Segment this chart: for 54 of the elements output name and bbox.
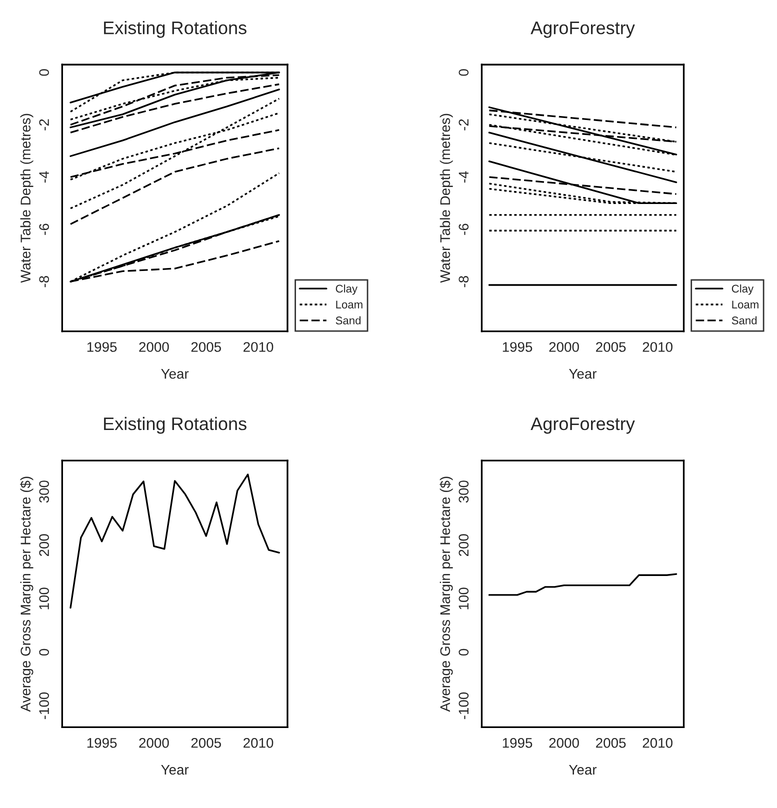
y-tick-label: 0 [458,648,469,656]
y-tick-label: 100 [39,588,49,610]
y-tick-label: 300 [458,480,469,503]
y-tick-label: 0 [39,648,49,656]
x-tick-label: 2005 [596,342,626,352]
x-tick-label: 2000 [139,342,169,352]
y-tick-label: 0 [458,69,469,76]
y-axis-title: Water Table Depth (metres) [20,114,34,283]
y-tick-label: -4 [39,171,49,183]
x-axis-title: Year [161,764,189,775]
x-tick-label: 2000 [549,738,579,748]
y-axis-title: Average Gross Margin per Hectare ($) [20,476,34,712]
chart-title: Existing Rotations [104,416,246,434]
legend-label: Loam [336,300,362,309]
x-tick-label: 2005 [596,738,626,748]
chart-title: AgroForestry [530,22,635,38]
x-tick-label: 2010 [244,738,274,748]
y-tick-label: 0 [39,69,49,76]
y-tick-label: -6 [458,224,469,235]
legend-label: Loam [732,300,758,309]
x-tick-label: 1995 [502,342,532,352]
y-tick-label: -8 [458,276,469,288]
legend-label: Clay [336,284,358,295]
y-axis-title: Average Gross Margin per Hectare ($) [440,476,453,712]
x-tick-label: 2005 [191,342,221,352]
x-tick-label: 1995 [87,738,117,748]
y-axis-title: Water Table Depth (metres) [440,114,453,283]
x-tick-label: 2000 [549,342,579,352]
y-tick-label: -4 [458,171,468,183]
y-tick-label: 300 [39,480,49,503]
legend-label: Clay [732,284,754,295]
x-tick-label: 2005 [191,738,221,748]
x-axis-title: Year [161,369,189,379]
x-axis-title: Year [569,369,597,379]
x-tick-label: 2010 [244,342,274,352]
x-tick-label: 2000 [139,738,169,748]
x-tick-label: 2010 [642,342,672,352]
y-tick-label: -2 [458,119,468,130]
y-tick-label: -8 [39,276,49,288]
x-tick-label: 1995 [87,342,117,352]
y-tick-label: -100 [39,692,49,720]
chart-title: AgroForestry [530,418,635,434]
y-tick-label: -100 [458,692,469,720]
y-tick-label: -2 [39,119,49,130]
y-tick-label: 200 [39,534,49,556]
x-tick-label: 1995 [502,738,532,748]
legend-label: Sand [732,316,757,324]
x-tick-label: 2010 [642,738,672,748]
x-axis-title: Year [569,764,597,775]
y-tick-label: -6 [39,224,49,235]
y-tick-label: 200 [458,534,469,556]
chart-title: Existing Rotations [104,21,246,38]
y-tick-label: 100 [458,588,469,610]
legend-label: Sand [336,316,361,324]
